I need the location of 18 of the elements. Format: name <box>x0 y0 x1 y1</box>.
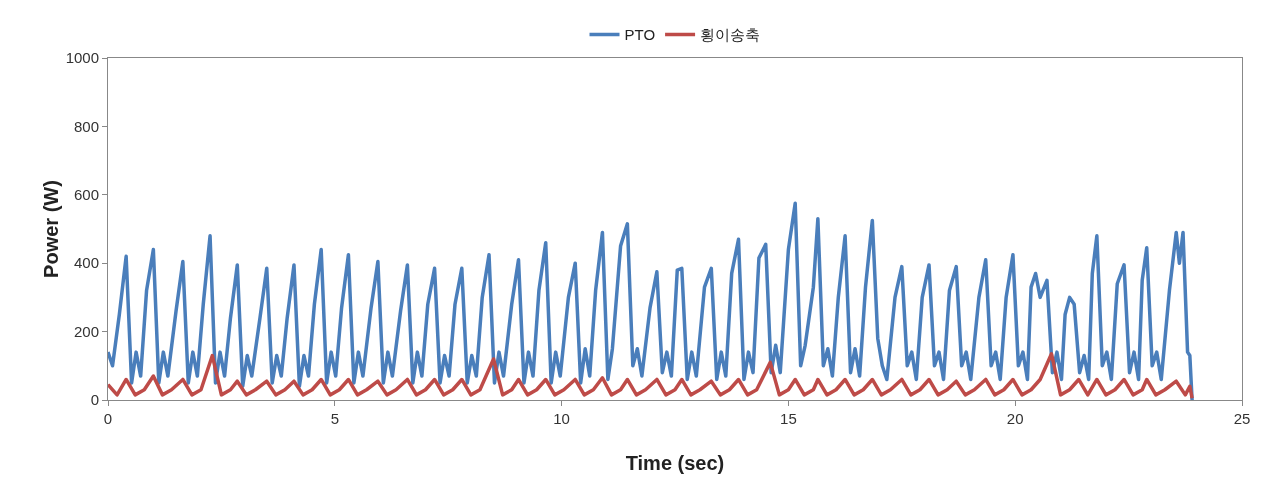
x-tick-label: 5 <box>330 410 339 427</box>
x-tick-label: 20 <box>1006 410 1024 427</box>
legend-label: 횡이송축 <box>700 26 761 44</box>
line-series <box>108 201 1194 400</box>
y-tick-label: 600 <box>73 186 99 204</box>
line-series <box>108 352 1194 400</box>
x-tick-label: 15 <box>780 410 797 427</box>
x-tick-label: 25 <box>1233 410 1251 427</box>
y-tick-label: 1000 <box>65 49 99 67</box>
x-tick-label: 10 <box>553 410 570 427</box>
x-axis-title: Time (sec) <box>625 452 725 474</box>
y-tick-label: 400 <box>73 254 99 272</box>
y-tick-label: 200 <box>73 322 99 340</box>
x-tick-label: 0 <box>103 410 113 427</box>
y-tick-label: 0 <box>90 391 99 409</box>
legend-label: PTO <box>624 26 656 44</box>
y-axis-title: Power (W) <box>40 180 62 278</box>
y-tick-label: 800 <box>73 117 99 135</box>
